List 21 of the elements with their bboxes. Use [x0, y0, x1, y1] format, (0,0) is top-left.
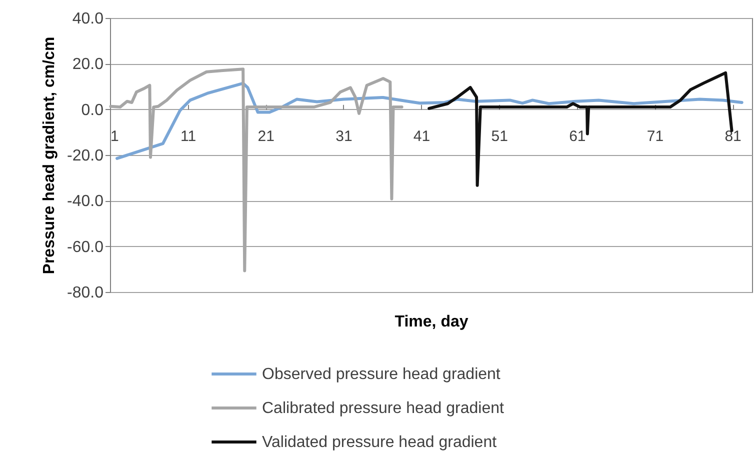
x-tick-label: 11 [180, 128, 196, 145]
x-tick-label: 51 [491, 128, 508, 145]
legend-label: Calibrated pressure head gradient [262, 400, 504, 417]
x-tick-label: 1 [110, 128, 119, 145]
y-tick-label: -80.0 [67, 284, 104, 302]
y-tick-label: -20.0 [67, 148, 104, 164]
y-tick-label: -60.0 [67, 238, 104, 256]
x-axis-title: Time, day [394, 314, 468, 330]
legend-label: Observed pressure head gradient [262, 366, 501, 383]
x-tick-label: 61 [569, 128, 586, 145]
y-tick-label: 40.0 [72, 10, 104, 28]
y-axis-title: Pressure head gradient, cm/cm [41, 36, 58, 274]
x-tick-label: 81 [724, 128, 742, 145]
x-tick-label: 71 [646, 128, 664, 145]
y-tick-label: -40.0 [67, 193, 104, 210]
y-tick-label: 20.0 [72, 56, 104, 74]
x-tick-label: 31 [336, 128, 352, 145]
x-tick-label: 41 [413, 128, 430, 145]
x-tick-label: 21 [258, 128, 274, 145]
legend-label: Validated pressure head gradient [262, 434, 498, 451]
y-tick-label: 0.0 [81, 102, 104, 119]
